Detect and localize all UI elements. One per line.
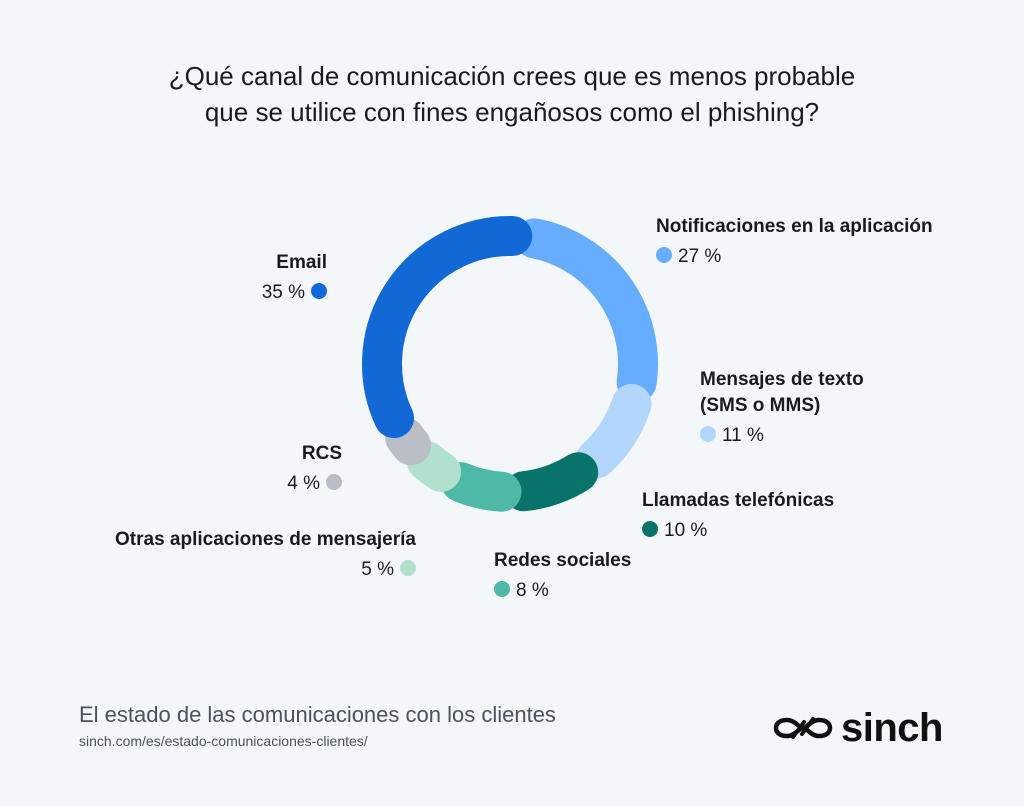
slice-otras-aplicaciones-de-mensajeria (406, 441, 462, 492)
value-rcs: 4 % (287, 473, 320, 494)
sinch-logo-icon (773, 717, 833, 739)
label-email: Email (276, 252, 327, 273)
sinch-logo: sinch (773, 708, 943, 748)
slice-mensajes-de-texto-sms-o-mms (575, 383, 652, 479)
slice-llamadas-telefonicas (503, 452, 599, 512)
label-redes-sociales: Redes sociales (494, 550, 631, 571)
legend-dot-redes-sociales (494, 581, 510, 597)
label-otras-aplicaciones-de-mensajeria: Otras aplicaciones de mensajería (115, 529, 416, 550)
title-line-2: que se utilice con fines engañosos como … (204, 97, 820, 127)
legend-dot-rcs (326, 474, 342, 490)
label-mensajes-de-texto-sms-o-mms-line-2: (SMS o MMS) (700, 395, 820, 416)
value-notificaciones-en-la-aplicacion: 27 % (678, 246, 721, 267)
slice-notificaciones-en-la-aplicacion (514, 218, 658, 403)
legend-dot-notificaciones-en-la-aplicacion (656, 247, 672, 263)
value-redes-sociales: 8 % (516, 580, 549, 601)
value-otras-aplicaciones-de-mensajeria: 5 % (361, 559, 394, 580)
chart-title: ¿Qué canal de comunicación crees que es … (0, 58, 1024, 130)
footer-url[interactable]: sinch.com/es/estado-comunicaciones-clien… (79, 733, 368, 749)
value-llamadas-telefonicas: 10 % (664, 520, 707, 541)
legend-dot-email (311, 283, 327, 299)
brand-wordmark: sinch (841, 706, 943, 750)
value-mensajes-de-texto-sms-o-mms: 11 % (722, 425, 764, 446)
label-rcs: RCS (302, 443, 342, 464)
slice-redes-sociales (440, 462, 522, 512)
title-line-1: ¿Qué canal de comunicación crees que es … (168, 61, 856, 91)
label-llamadas-telefonicas: Llamadas telefónicas (642, 490, 834, 511)
legend-dot-mensajes-de-texto-sms-o-mms (700, 426, 716, 442)
slice-rcs (385, 417, 432, 466)
legend-dot-otras-aplicaciones-de-mensajeria (400, 560, 416, 576)
label-mensajes-de-texto-sms-o-mms-line-1: Mensajes de texto (700, 369, 864, 390)
legend-dot-llamadas-telefonicas (642, 521, 658, 537)
footer-title: El estado de las comunicaciones con los … (79, 702, 556, 727)
slice-email (362, 216, 533, 439)
label-notificaciones-en-la-aplicacion: Notificaciones en la aplicación (656, 216, 933, 237)
value-email: 35 % (262, 282, 305, 303)
